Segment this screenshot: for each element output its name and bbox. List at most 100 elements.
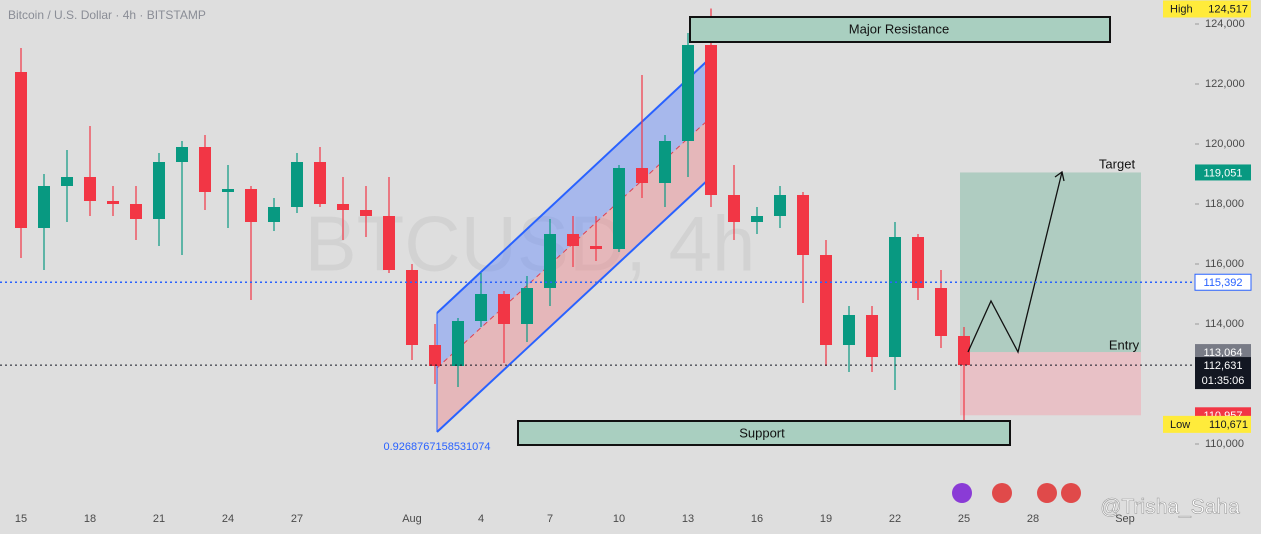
x-tick-label: 28: [1027, 513, 1039, 525]
x-tick-label: 27: [291, 513, 303, 525]
x-tick-label: 13: [682, 513, 694, 525]
chart-title: Bitcoin / U.S. Dollar · 4h · BITSTAMP: [8, 8, 206, 22]
candle-body: [245, 189, 257, 222]
y-tick-label: 118,000: [1205, 198, 1244, 210]
candle-body: [15, 72, 27, 228]
credit: @Trisha_Saha: [1100, 496, 1240, 519]
candle-body: [843, 315, 855, 345]
candle-body: [521, 288, 533, 324]
candle-body: [337, 204, 349, 210]
y-tick-label: 114,000: [1205, 318, 1244, 330]
projection-path: [967, 171, 1063, 354]
icon[interactable]: [1037, 483, 1057, 503]
zones: Major Resistance Support 0.9268767158531…: [383, 16, 1111, 453]
candle-body: [498, 294, 510, 324]
candle-body: [636, 168, 648, 183]
candle-body: [889, 237, 901, 357]
icon[interactable]: [992, 483, 1012, 503]
tag-box: [1195, 357, 1251, 390]
projection: Target Entry: [967, 156, 1140, 354]
y-tick-label: 124,000: [1205, 18, 1245, 30]
candle-body: [705, 45, 717, 195]
x-tick-label: Aug: [402, 513, 422, 525]
tag-value: 119,051: [1204, 167, 1243, 179]
x-tick-label: 24: [222, 513, 234, 525]
target-label: Target: [1099, 156, 1136, 171]
x-tick-label: 4: [478, 513, 484, 525]
candle-body: [199, 147, 211, 192]
candle-body: [912, 237, 924, 288]
event-icons: [952, 483, 1081, 503]
x-tick-label: 16: [751, 513, 763, 525]
tag-box: [1194, 273, 1252, 291]
x-tick-label: 15: [15, 513, 27, 525]
channel-upper: [436, 61, 707, 314]
position-tool: [960, 172, 1141, 416]
entry-label: Entry: [1109, 337, 1140, 352]
candle-body: [544, 234, 556, 288]
resistance-box: [689, 16, 1111, 43]
candle-body: [268, 207, 280, 222]
tag-value: 113,064: [1204, 347, 1243, 359]
tag-box: [1163, 0, 1251, 18]
icon[interactable]: [952, 483, 972, 503]
candle-body: [84, 177, 96, 201]
candles: [15, 8, 970, 424]
candle-body: [797, 195, 809, 255]
target-zone: [960, 172, 1141, 353]
tag-value: 115,392: [1204, 277, 1243, 289]
candle-body: [567, 234, 579, 246]
y-tick-label: 122,000: [1205, 78, 1245, 90]
x-tick-label: 22: [889, 513, 901, 525]
tag-box: [1195, 344, 1251, 361]
tag-name: Low: [1170, 419, 1190, 431]
candle-body: [475, 294, 487, 321]
candle-body: [659, 141, 671, 183]
candle-body: [222, 189, 234, 192]
candle-body: [866, 315, 878, 357]
support-label: Support: [739, 425, 785, 440]
candle-body: [176, 147, 188, 162]
candle-body: [383, 216, 395, 270]
y-tick-label: 110,000: [1205, 438, 1244, 450]
x-tick-label: 19: [820, 513, 832, 525]
stop-zone: [960, 352, 1141, 416]
arrow-head: [1054, 170, 1065, 182]
tag-name: High: [1170, 3, 1193, 15]
tag-value: 124,517: [1208, 3, 1248, 15]
candle-body: [38, 186, 50, 228]
y-tick-label: 120,000: [1205, 138, 1245, 150]
candle-body: [613, 168, 625, 249]
candle-body: [682, 45, 694, 141]
fib-label: 0.9268767158531074: [383, 441, 490, 453]
candle-body: [958, 336, 970, 366]
x-tick-label: 25: [958, 513, 970, 525]
icon[interactable]: [1061, 483, 1081, 503]
x-tick-label: 7: [547, 513, 553, 525]
candle-body: [820, 255, 832, 345]
channel-lower: [436, 177, 711, 433]
candle-body: [429, 345, 441, 366]
resistance-label: Major Resistance: [849, 21, 949, 36]
y-tick-label: 116,000: [1205, 258, 1244, 270]
x-tick-label: 18: [84, 513, 96, 525]
channel-upper-fill: [437, 62, 708, 368]
tag-box: [1163, 415, 1251, 433]
candle-body: [153, 162, 165, 219]
x-axis: 15 18 21 24 27 Aug 4 7 10 13 16 19 22 25 28 Sep: [15, 513, 1135, 525]
x-tick-label: 10: [613, 513, 625, 525]
watermark: BTCUSD, 4h: [305, 200, 756, 288]
candle-body: [406, 270, 418, 345]
candle-body: [291, 162, 303, 207]
candle-body: [314, 162, 326, 204]
countdown: 01:35:06: [1202, 375, 1245, 387]
x-tick-label: Sep: [1115, 513, 1135, 525]
candle-body: [452, 321, 464, 366]
candle-body: [130, 204, 142, 219]
candle-body: [107, 201, 119, 204]
grid: 110,000112,000114,000116,000118,000120,0…: [1195, 18, 1245, 450]
candle-body: [61, 177, 73, 186]
tag-value: 112,631: [1204, 360, 1243, 372]
support-box: [517, 420, 1011, 446]
